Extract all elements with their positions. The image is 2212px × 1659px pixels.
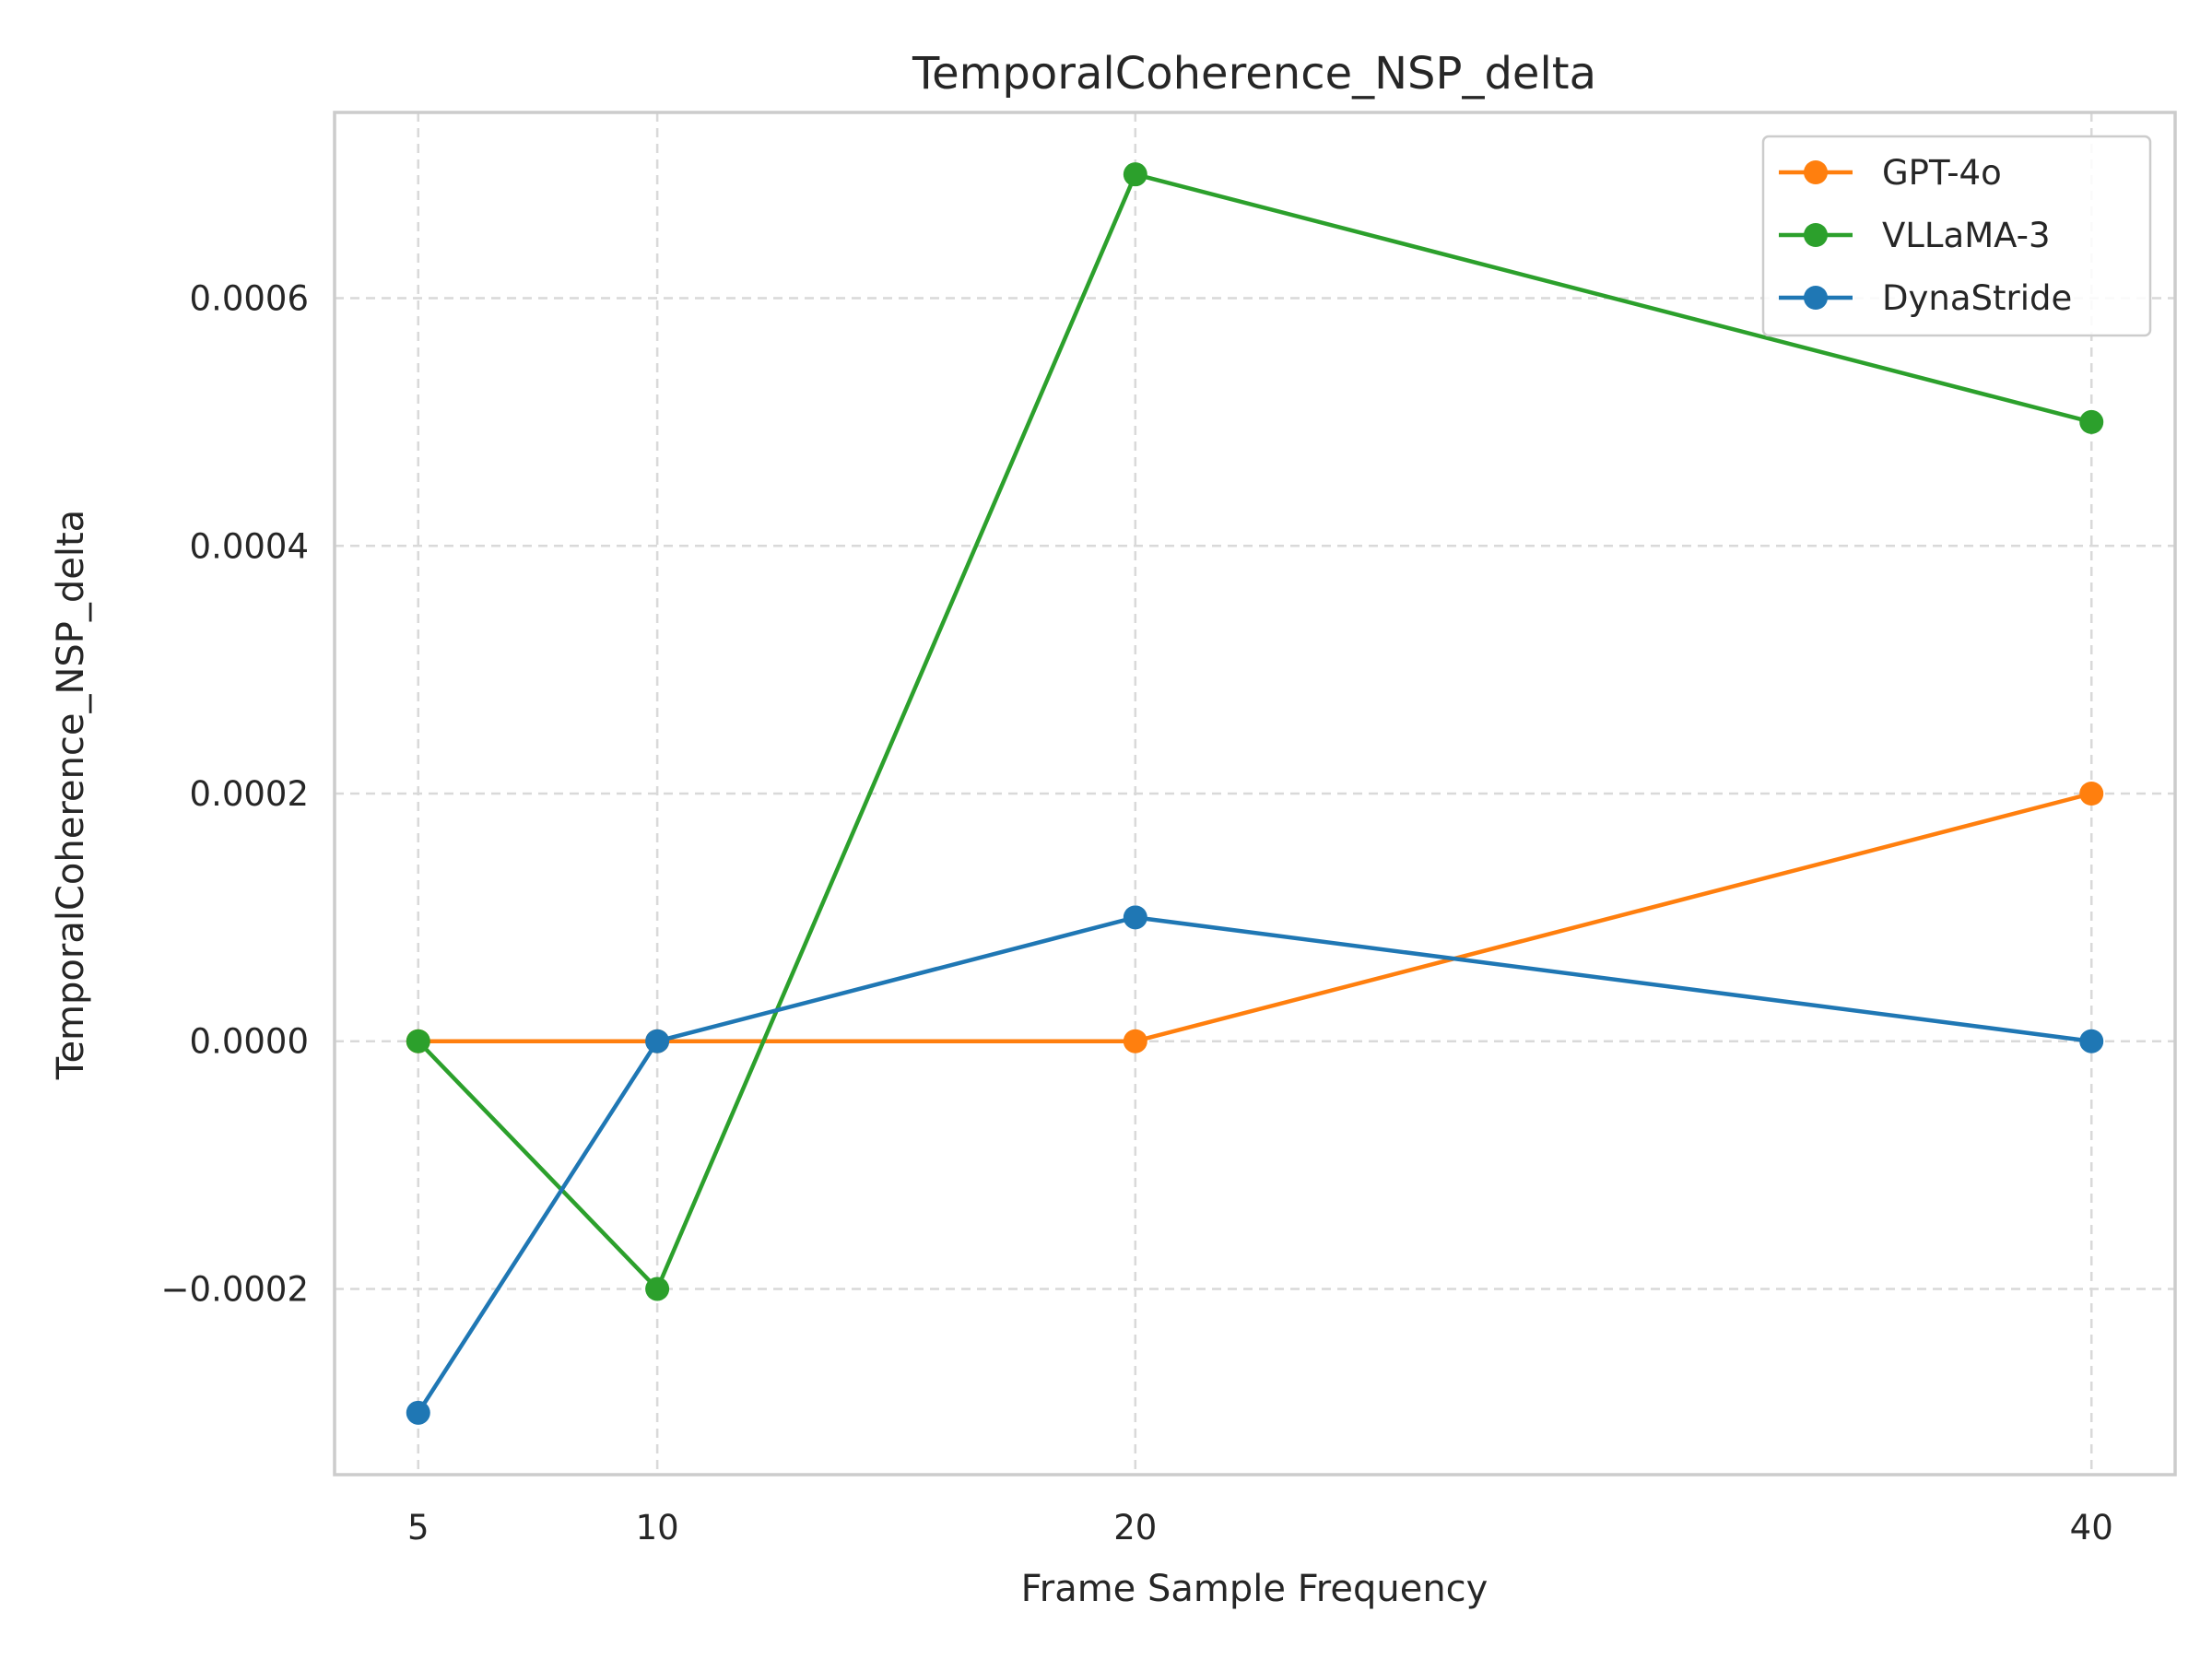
- series-line-dynastride: [416, 915, 2092, 1415]
- legend-item-gpt-4o: GPT-4o: [1779, 153, 2002, 193]
- legend-label-vllama-3: VLLaMA-3: [1882, 216, 2051, 255]
- y-tick-label: 0.0006: [190, 279, 309, 319]
- data-point-gpt-4o: [2079, 782, 2104, 806]
- y-tick-label: 0.0004: [190, 526, 309, 566]
- x-tick-label: 20: [1113, 1508, 1157, 1547]
- data-point-vllama-3: [406, 1029, 430, 1053]
- y-tick-label: 0.0000: [190, 1022, 309, 1062]
- data-point-gpt-4o: [1123, 1029, 1147, 1053]
- x-tick-label: 5: [407, 1508, 429, 1547]
- data-point-dynastride: [1123, 905, 1147, 930]
- plot-frame: [333, 111, 2177, 1477]
- data-point-dynastride: [645, 1029, 670, 1053]
- legend-marker-dynastride: [1804, 286, 1828, 310]
- legend-label-gpt-4o: GPT-4o: [1882, 153, 2002, 193]
- y-tick-label: −0.0002: [161, 1269, 309, 1309]
- data-point-vllama-3: [2079, 409, 2104, 434]
- series-line-vllama-3: [417, 171, 2092, 1291]
- series-vllama-3: [406, 162, 2104, 1301]
- chart-title: TemporalCoherence_NSP_delta: [912, 48, 1596, 100]
- y-tick-label: 0.0002: [190, 774, 309, 814]
- series-line-gpt-4o: [418, 791, 2092, 1043]
- data-point-vllama-3: [1123, 162, 1147, 187]
- x-tick-label: 10: [636, 1508, 679, 1547]
- series-group: [406, 162, 2104, 1425]
- data-point-dynastride: [406, 1400, 430, 1425]
- x-tick-labels: 5 10 20 40: [407, 1508, 2113, 1547]
- y-axis-label: TemporalCoherence_NSP_delta: [50, 510, 92, 1080]
- data-point-vllama-3: [645, 1277, 670, 1301]
- legend-label-dynastride: DynaStride: [1882, 278, 2072, 318]
- x-tick-label: 40: [2070, 1508, 2113, 1547]
- legend-item-dynastride: DynaStride: [1779, 278, 2072, 318]
- x-axis-label: Frame Sample Frequency: [1021, 1568, 1488, 1610]
- legend-marker-gpt-4o: [1804, 160, 1828, 184]
- legend: GPT-4o VLLaMA-3 DynaStride: [1761, 135, 2152, 337]
- series-dynastride: [406, 905, 2104, 1425]
- grid-lines: [335, 112, 2175, 1475]
- legend-marker-vllama-3: [1804, 223, 1828, 247]
- y-tick-labels: −0.0002 0.0000 0.0002 0.0004 0.0006: [161, 279, 309, 1310]
- legend-box: [1761, 135, 2152, 337]
- data-point-dynastride: [2079, 1029, 2104, 1053]
- legend-item-vllama-3: VLLaMA-3: [1779, 216, 2051, 255]
